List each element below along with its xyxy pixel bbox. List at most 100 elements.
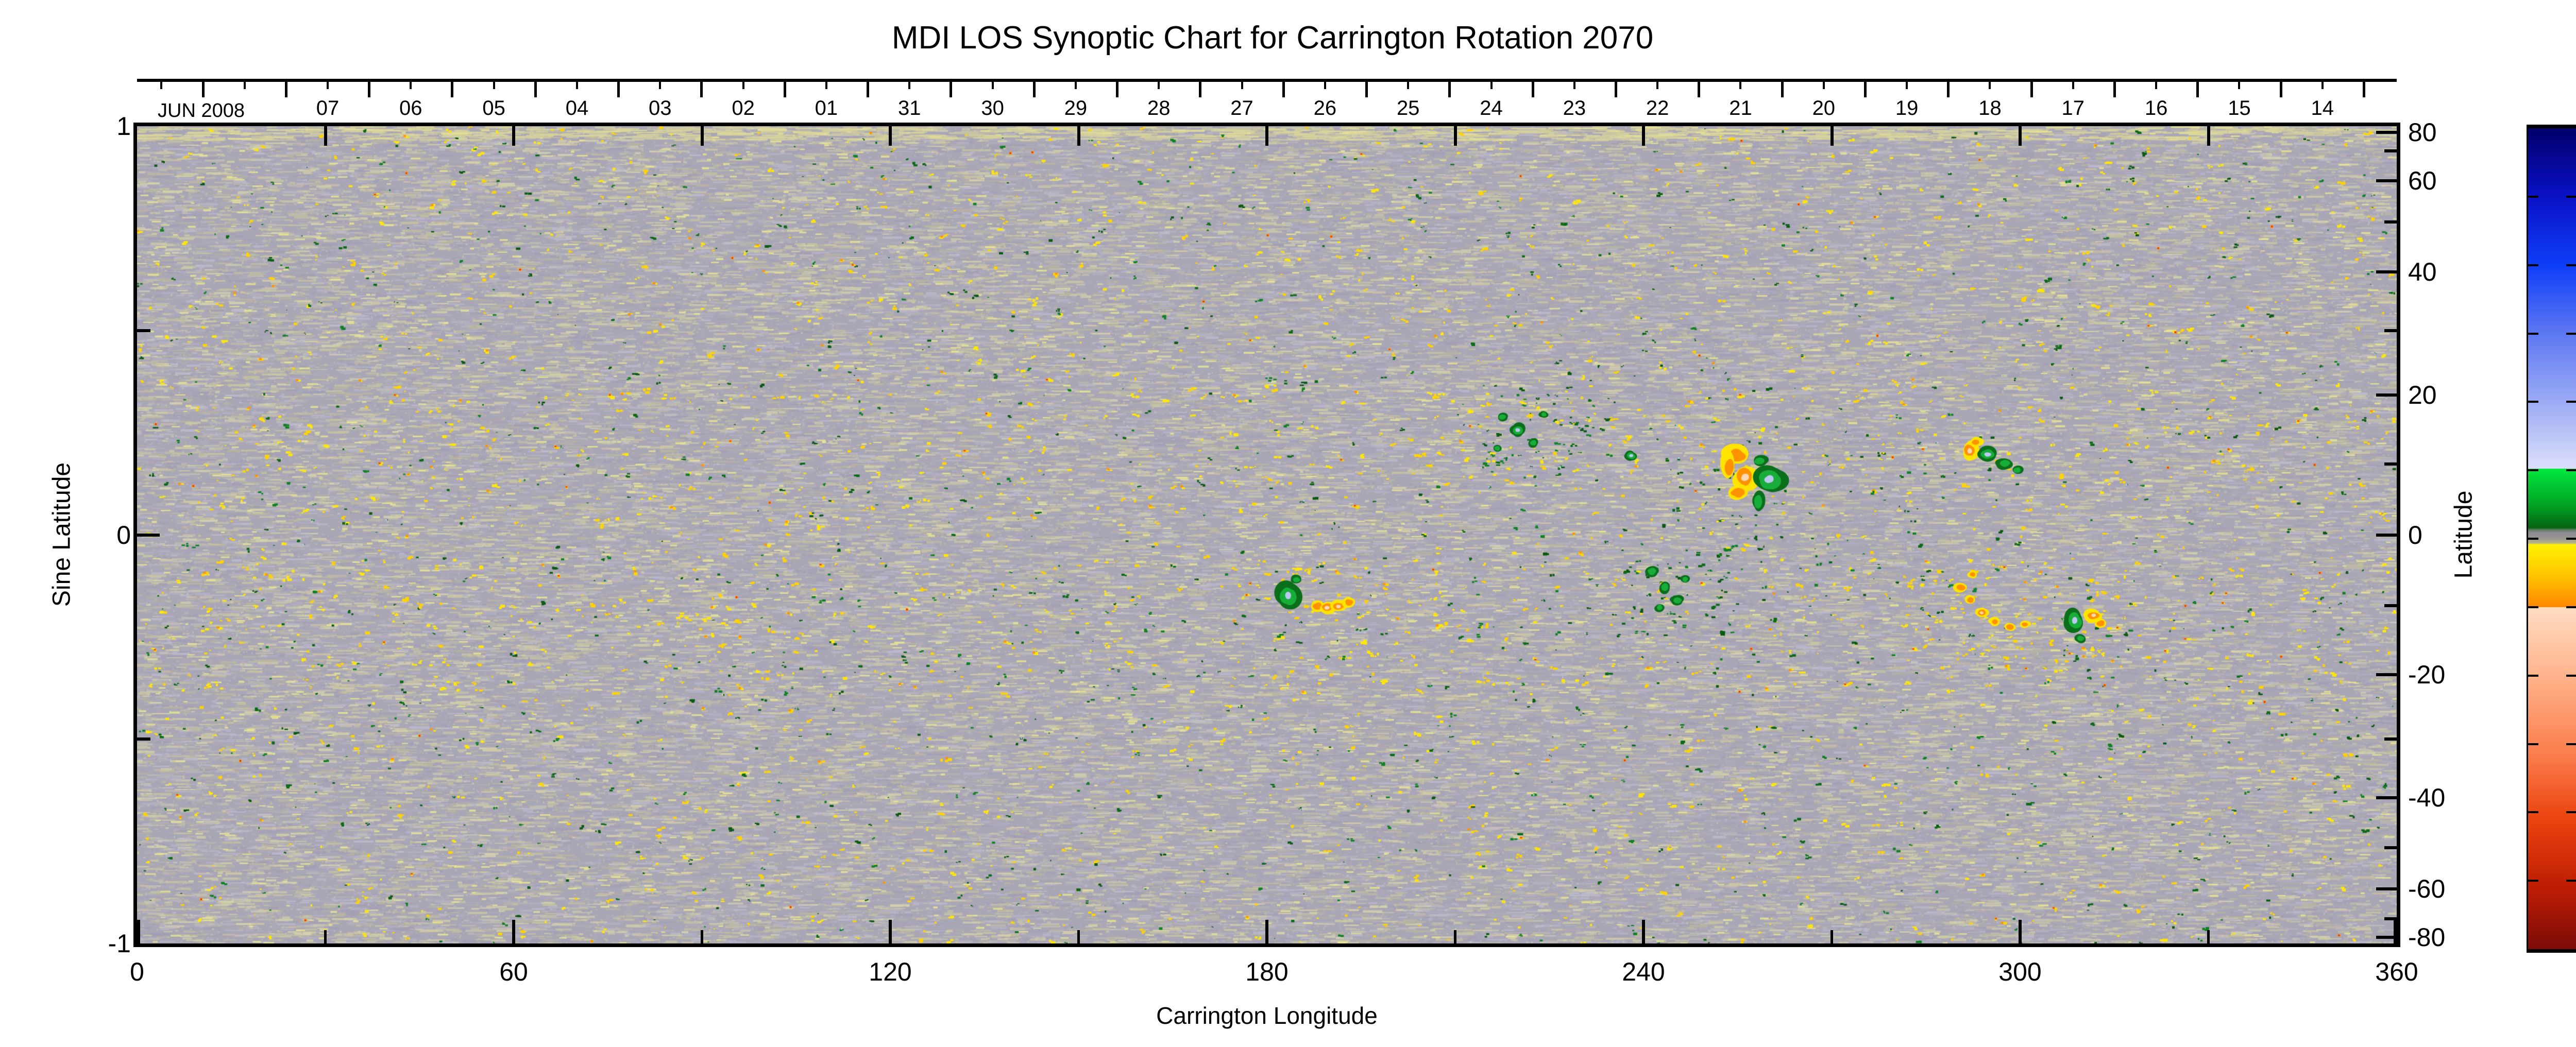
- date-minor-tick: [160, 82, 163, 89]
- x-top-tick: [889, 126, 892, 146]
- colorbar-tick: [2566, 538, 2576, 540]
- date-minor-tick: [1906, 82, 1908, 89]
- y-right-label: -60: [2408, 874, 2446, 903]
- colorbar-tick: [2528, 880, 2538, 882]
- date-day-label: 21: [1729, 97, 1752, 119]
- date-major-tick: [284, 82, 287, 97]
- colorbar-tick: [2566, 880, 2576, 882]
- chart-title: MDI LOS Synoptic Chart for Carrington Ro…: [891, 20, 1654, 56]
- x-bottom-major-tick: [137, 920, 140, 943]
- y-right-tick: [2384, 149, 2397, 152]
- date-minor-tick: [1158, 82, 1160, 89]
- x-axis-title: Carrington Longitude: [1156, 1002, 1378, 1029]
- date-axis-line: [137, 79, 2397, 82]
- y-right-tick: [2376, 673, 2397, 676]
- date-major-tick: [1448, 82, 1451, 97]
- date-minor-tick: [326, 82, 329, 89]
- date-day-label: 23: [1563, 97, 1586, 119]
- date-major-tick: [1116, 82, 1119, 97]
- colorbar-tick: [2566, 195, 2576, 198]
- x-tick-label: 0: [130, 957, 144, 986]
- date-day-label: 06: [399, 97, 422, 119]
- date-day-label: 05: [482, 97, 505, 119]
- date-major-tick: [201, 82, 205, 97]
- x-bottom-major-tick: [2019, 920, 2022, 943]
- date-major-tick: [2279, 82, 2282, 97]
- date-minor-tick: [825, 82, 827, 89]
- date-minor-tick: [742, 82, 744, 89]
- date-minor-tick: [243, 82, 246, 89]
- colorbar-tick: [2566, 401, 2576, 403]
- date-minor-tick: [2238, 82, 2241, 89]
- colorbar-tick: [2528, 332, 2538, 335]
- date-major-tick: [368, 82, 371, 97]
- date-day-label: 24: [1480, 97, 1503, 119]
- colorbar-tick: [2566, 811, 2576, 814]
- x-top-tick: [1642, 126, 1645, 146]
- y-right-tick: [2376, 887, 2397, 890]
- date-major-tick: [2196, 82, 2199, 97]
- y-left-label: -1: [108, 929, 131, 958]
- date-major-tick: [867, 82, 870, 97]
- colorbar-tick: [2528, 538, 2538, 540]
- y-right-label: 0: [2408, 520, 2422, 550]
- x-tick-label: 300: [1998, 957, 2042, 986]
- x-tick-label: 240: [1622, 957, 1665, 986]
- date-minor-tick: [575, 82, 578, 89]
- x-top-tick: [700, 126, 704, 146]
- date-major-tick: [1032, 82, 1036, 97]
- date-major-tick: [1781, 82, 1784, 97]
- colorbar-tick: [2528, 606, 2538, 608]
- x-bottom-major-tick: [889, 920, 892, 943]
- colorbar-tick: [2566, 332, 2576, 335]
- colorbar-tick: [2566, 469, 2576, 472]
- colorbar-tick: [2528, 401, 2538, 403]
- y-right-label: 60: [2408, 166, 2437, 196]
- x-bottom-minor-tick: [2207, 930, 2210, 943]
- x-bottom-minor-tick: [324, 930, 327, 943]
- colorbar-tick: [2528, 195, 2538, 198]
- y-right-label: -80: [2408, 922, 2446, 952]
- date-major-tick: [783, 82, 786, 97]
- date-day-label: 18: [1978, 97, 2002, 119]
- date-day-label: 22: [1646, 97, 1669, 119]
- colorbar-tick: [2528, 264, 2538, 266]
- x-tick-label: 180: [1245, 957, 1289, 986]
- date-day-label: 17: [2061, 97, 2085, 119]
- date-day-label: 03: [649, 97, 672, 119]
- date-axis-month-label: JUN 2008: [158, 100, 245, 122]
- date-day-label: 07: [316, 97, 340, 119]
- y-right-tick: [2384, 462, 2397, 466]
- y-right-tick: [2384, 737, 2397, 741]
- date-minor-tick: [1241, 82, 1243, 89]
- date-minor-tick: [2072, 82, 2074, 89]
- date-day-label: 27: [1230, 97, 1253, 119]
- y-right-tick: [2376, 393, 2397, 397]
- date-major-tick: [1698, 82, 1701, 97]
- y-right-tick: [2376, 270, 2397, 274]
- y-left-label: 0: [116, 520, 131, 550]
- colorbar-tick: [2528, 469, 2538, 472]
- x-bottom-minor-tick: [1831, 930, 1833, 943]
- y-right-label: 80: [2408, 118, 2437, 147]
- date-minor-tick: [1656, 82, 1659, 89]
- date-minor-tick: [1490, 82, 1493, 89]
- y-right-tick: [2384, 220, 2397, 224]
- y-left-tick: [137, 533, 160, 537]
- y-right-tick: [2384, 917, 2397, 921]
- y-axis-title-right: Latitude: [2450, 490, 2478, 579]
- date-minor-tick: [908, 82, 911, 89]
- date-minor-tick: [493, 82, 495, 89]
- date-minor-tick: [410, 82, 412, 89]
- y-right-tick: [2384, 329, 2397, 332]
- date-major-tick: [1863, 82, 1867, 97]
- x-tick-label: 360: [2375, 957, 2418, 986]
- y-right-label: 40: [2408, 258, 2437, 287]
- date-major-tick: [1947, 82, 1950, 97]
- date-day-label: 01: [815, 97, 838, 119]
- y-right-tick: [2376, 131, 2397, 134]
- x-bottom-major-tick: [2394, 920, 2397, 943]
- x-top-tick: [2019, 126, 2022, 146]
- date-major-tick: [617, 82, 620, 97]
- date-day-label: 26: [1313, 97, 1337, 119]
